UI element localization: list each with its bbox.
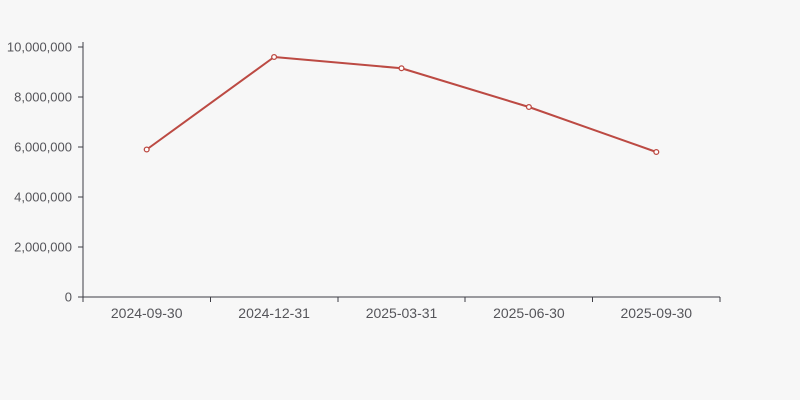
y-axis-tick-label: 0: [65, 290, 72, 305]
data-point-marker[interactable]: [143, 146, 150, 153]
data-point-marker[interactable]: [271, 53, 278, 61]
y-axis-tick-label: 6,000,000: [14, 140, 72, 155]
y-axis-tick-label: 8,000,000: [14, 90, 72, 105]
y-axis-tick-label: 2,000,000: [14, 240, 72, 255]
x-axis-tick-label: 2025-06-30: [493, 305, 565, 321]
data-point-marker[interactable]: [398, 65, 405, 72]
y-axis-tick-label: 4,000,000: [14, 190, 72, 205]
data-point-marker[interactable]: [653, 148, 660, 156]
data-point-marker[interactable]: [525, 103, 532, 111]
x-axis-tick-label: 2025-09-30: [620, 305, 692, 321]
x-axis-tick-label: 2025-03-31: [366, 305, 438, 321]
x-axis-tick-label: 2024-12-31: [238, 305, 310, 321]
y-axis-tick-label: 10,000,000: [7, 40, 72, 55]
x-axis-tick-label: 2024-09-30: [111, 305, 183, 321]
